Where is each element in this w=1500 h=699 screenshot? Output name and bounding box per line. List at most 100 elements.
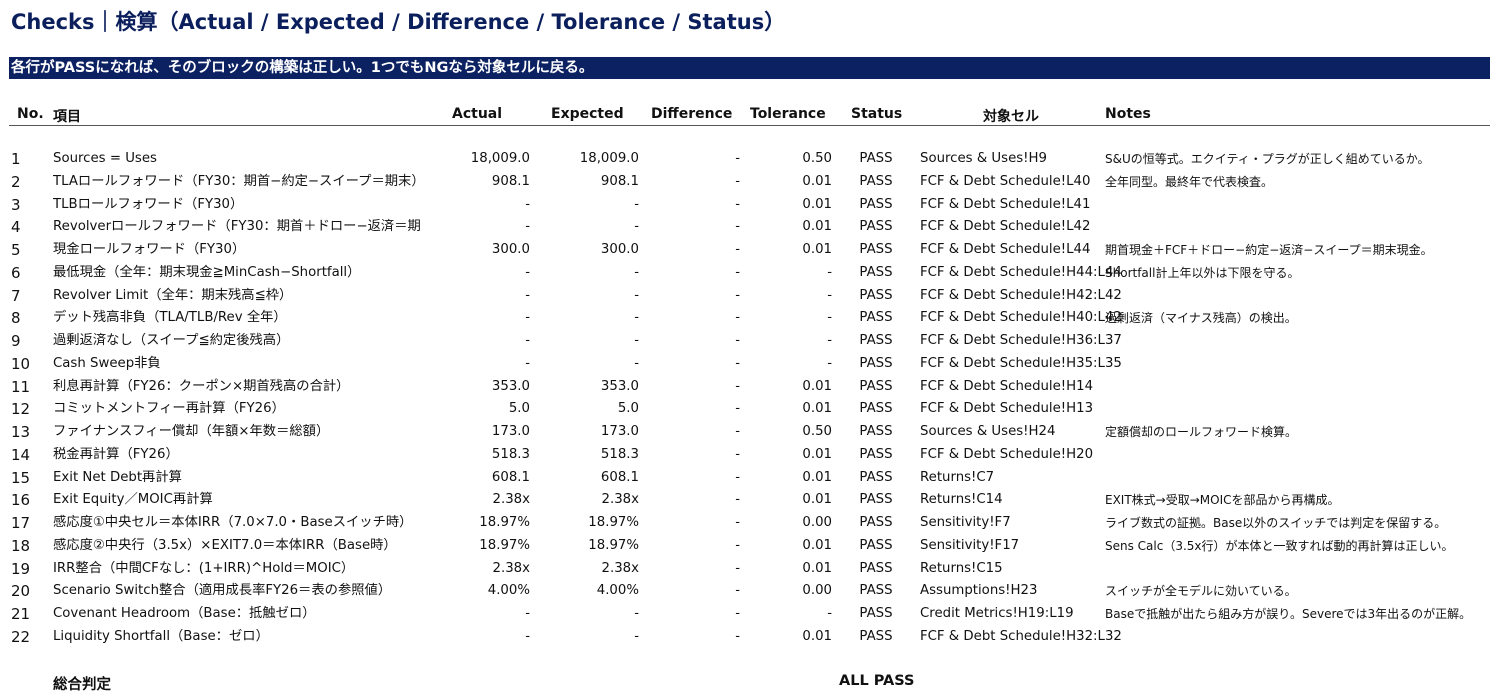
row-status: PASS	[859, 378, 893, 394]
row-item: コミットメントフィー再計算（FY26）	[53, 401, 285, 417]
row-notes: Shortfall計上年以外は下限を守る。	[1105, 265, 1300, 280]
header-actual: Actual	[452, 106, 503, 122]
row-no: 12	[11, 400, 31, 419]
row-item: デット残高非負（TLA/TLB/Rev 全年）	[53, 310, 287, 326]
row-status: PASS	[859, 469, 893, 485]
row-actual: 2.38x	[492, 560, 530, 576]
row-no: 8	[11, 309, 21, 328]
row-actual: -	[525, 628, 530, 644]
row-notes: 過剰返済（マイナス残高）の検出。	[1105, 311, 1297, 326]
page-title: Checks｜検算（Actual / Expected / Difference…	[11, 10, 786, 34]
row-target: Assumptions!H23	[920, 583, 1038, 599]
row-notes: 全年同型。最終年で代表検査。	[1105, 174, 1274, 189]
row-notes: 定額償却のロールフォワード検算。	[1105, 425, 1298, 439]
row-actual: 300.0	[491, 242, 530, 257]
row-item: 過剰返済なし（スイープ≦約定後残高）	[53, 333, 290, 348]
row-difference: -	[735, 583, 740, 599]
header-expected: Expected	[551, 106, 624, 122]
row-expected: 18,009.0	[579, 151, 639, 166]
row-target: Sources & Uses!H9	[920, 151, 1047, 166]
row-tolerance: 0.01	[802, 173, 832, 189]
row-actual: 608.1	[491, 469, 530, 485]
row-item: Revolver Limit（全年：期末残高≦枠）	[53, 287, 293, 303]
row-item: Revolverロールフォワード（FY30：期首＋ドロー−返済＝期	[53, 219, 421, 235]
row-target: Sources & Uses!H24	[920, 424, 1056, 439]
row-tolerance: -	[827, 355, 832, 371]
overall-judgement-label: 総合判定	[53, 677, 111, 693]
row-tolerance: 0.01	[802, 219, 832, 235]
row-tolerance: -	[827, 606, 832, 621]
overall-judgement-result: ALL PASS	[839, 673, 915, 689]
row-tolerance: 0.01	[802, 401, 832, 417]
row-actual: 518.3	[491, 446, 530, 462]
row-actual: -	[525, 287, 530, 303]
row-difference: -	[735, 628, 740, 644]
row-expected: 608.1	[600, 469, 639, 485]
row-target: Returns!C14	[920, 492, 1003, 508]
row-actual: 18.97%	[479, 537, 530, 553]
row-notes: Baseで抵触が出たら組み方が誤り。Severeでは3年出るのが正解。	[1105, 607, 1472, 621]
row-difference: -	[735, 560, 740, 576]
row-status: PASS	[859, 355, 893, 371]
row-no: 18	[11, 536, 31, 555]
row-no: 5	[11, 241, 21, 259]
row-actual: -	[525, 196, 530, 212]
row-tolerance: -	[827, 310, 832, 326]
header-notes: Notes	[1105, 106, 1151, 122]
row-actual: -	[525, 219, 530, 235]
row-tolerance: 0.01	[802, 492, 832, 508]
row-difference: -	[735, 196, 740, 212]
row-difference: -	[735, 515, 740, 530]
row-difference: -	[735, 219, 740, 235]
row-no: 11	[11, 377, 31, 396]
row-no: 3	[11, 195, 21, 214]
row-no: 10	[11, 354, 31, 373]
row-tolerance: 0.01	[802, 560, 832, 576]
row-target: FCF & Debt Schedule!L40	[920, 173, 1091, 189]
row-difference: -	[735, 401, 740, 417]
row-tolerance: -	[827, 333, 832, 348]
row-difference: -	[735, 446, 740, 462]
row-difference: -	[735, 469, 740, 485]
row-target: FCF & Debt Schedule!H14	[920, 378, 1094, 394]
row-no: 2	[11, 172, 21, 191]
row-status: PASS	[859, 196, 893, 212]
row-expected: 2.38x	[601, 492, 639, 508]
row-item: TLAロールフォワード（FY30：期首−約定−スイープ＝期末）	[53, 173, 423, 189]
row-status: PASS	[859, 242, 893, 257]
row-no: 1	[11, 150, 21, 168]
row-actual: 908.1	[491, 173, 530, 189]
row-tolerance: -	[827, 264, 832, 280]
row-notes: Sens Calc（3.5x行）が本体と一致すれば動的再計算は正しい。	[1105, 538, 1454, 553]
header-item: 項目	[53, 109, 81, 125]
row-expected: 2.38x	[601, 560, 639, 576]
row-tolerance: 0.01	[802, 469, 832, 485]
instruction-banner: 各行がPASSになれば、そのブロックの構築は正しい。1つでもNGなら対象セルに戻…	[9, 57, 1490, 79]
row-item: 税金再計算（FY26）	[53, 446, 179, 462]
row-expected: 5.0	[617, 401, 639, 417]
row-expected: -	[634, 333, 639, 348]
row-difference: -	[735, 287, 740, 303]
header-divider	[9, 125, 1490, 126]
row-no: 14	[11, 445, 31, 464]
row-target: Returns!C7	[920, 469, 995, 485]
row-expected: 300.0	[600, 242, 639, 257]
row-difference: -	[735, 173, 740, 189]
row-expected: -	[634, 219, 639, 235]
row-difference: -	[735, 424, 740, 439]
row-target: FCF & Debt Schedule!H40:L42	[920, 310, 1122, 326]
row-actual: -	[525, 606, 530, 621]
row-status: PASS	[859, 310, 893, 326]
row-no: 9	[11, 332, 21, 350]
row-expected: 908.1	[600, 173, 639, 189]
header-no: No.	[17, 106, 44, 122]
row-target: FCF & Debt Schedule!H35:L35	[920, 355, 1122, 371]
row-no: 4	[11, 218, 21, 237]
row-item: 利息再計算（FY26：クーポン×期首残高の合計）	[53, 378, 350, 394]
row-status: PASS	[859, 515, 893, 530]
row-status: PASS	[859, 333, 893, 348]
row-difference: -	[735, 242, 740, 257]
row-status: PASS	[859, 424, 893, 439]
row-no: 15	[11, 468, 31, 487]
row-actual: 2.38x	[492, 492, 530, 508]
